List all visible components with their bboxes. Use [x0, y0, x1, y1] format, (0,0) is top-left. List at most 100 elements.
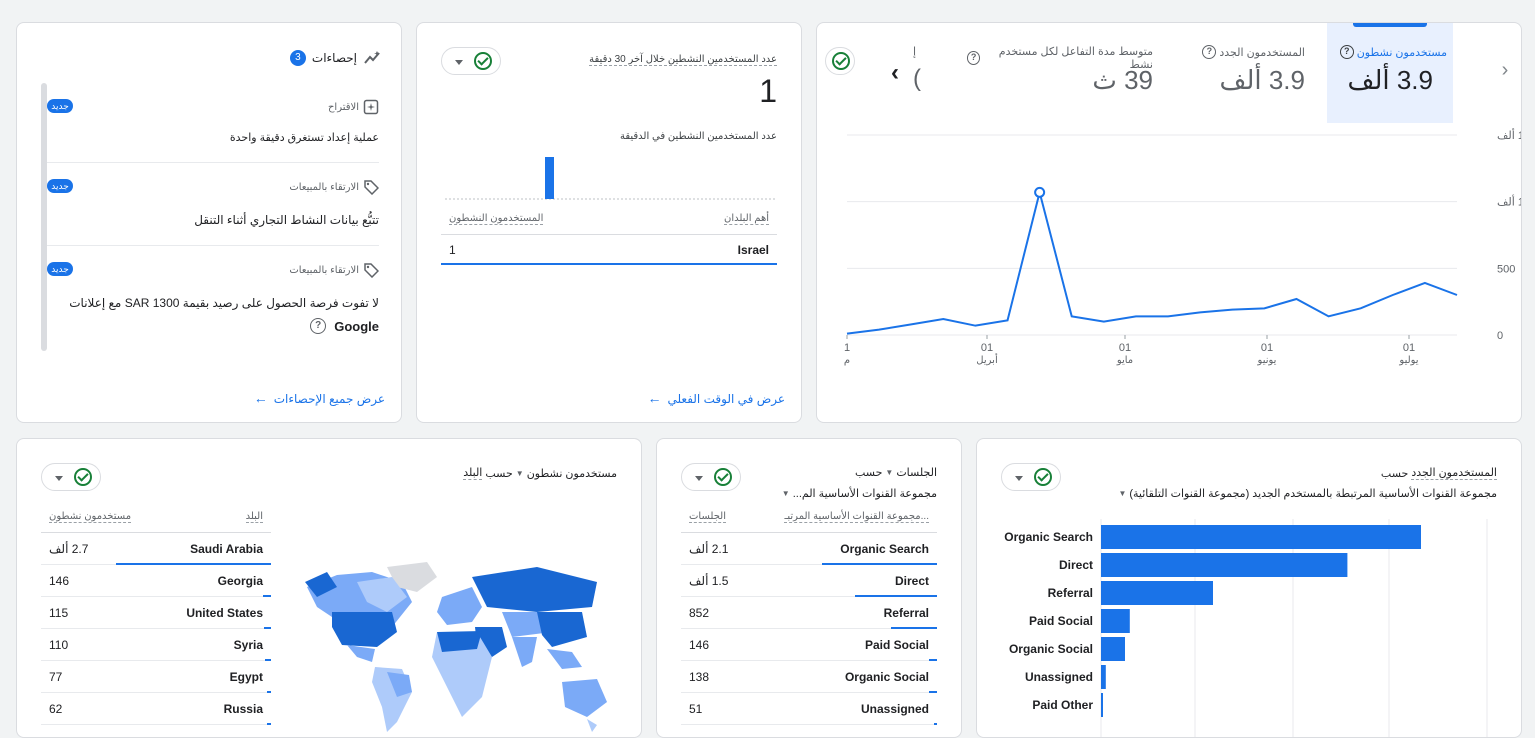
col-active-users[interactable]: المستخدمون النشطون: [449, 213, 544, 225]
tab-engagement-time[interactable]: ? متوسط مدة التفاعل لكل مستخدم نشط 39 ث: [967, 23, 1167, 123]
tab-active-users[interactable]: ? مستخدمون نشطون 3.9 ألف: [1327, 23, 1453, 123]
row-share-bar: [267, 723, 271, 725]
bar-label: Referral: [1048, 586, 1093, 600]
insight-text: لا تفوت فرصة الحصول على رصيد بقيمة 1300 …: [69, 296, 379, 310]
realtime-subtitle: عدد المستخدمين النشطين في الدقيقة: [619, 131, 777, 142]
tab-value: 39 ث: [1092, 65, 1153, 95]
bar-label: Direct: [1059, 558, 1093, 572]
new-badge: جديد: [47, 179, 73, 193]
insight-category: الارتقاء بالمبيعات: [289, 181, 359, 193]
bar[interactable]: [1101, 525, 1421, 549]
series-line: [846, 192, 1458, 335]
status-menu-button[interactable]: [441, 47, 501, 75]
help-icon[interactable]: ?: [310, 318, 327, 334]
insight-item[interactable]: جديد الاقتراح عملية إعداد تستغرق دقيقة و…: [47, 95, 379, 163]
per-minute-bar-chart: [445, 157, 775, 200]
row-share-bar: [267, 691, 271, 693]
row-value: 110: [49, 638, 69, 652]
insights-card: إحصاءات 3 جديد الاقتراح عملية إعداد تستغ…: [16, 22, 402, 423]
countries-card: مستخدمون نشطون ▼ حسب البلد البلد مستخدمون…: [16, 438, 642, 738]
table-row: Egypt 77: [41, 661, 271, 693]
row-label: Georgia: [217, 574, 263, 588]
col-top-countries[interactable]: أهم البلدان: [723, 213, 769, 225]
metric-selector[interactable]: الجلسات: [896, 467, 937, 479]
dimension-label[interactable]: البلد: [463, 467, 483, 480]
table-row: Israel 1: [441, 235, 777, 265]
map-china: [537, 612, 587, 647]
peak-point[interactable]: [1034, 186, 1046, 198]
table-row: Saudi Arabia 2.7 ألف: [41, 533, 271, 565]
metric-selector[interactable]: مستخدمون نشطون: [526, 467, 617, 480]
x-tick-month: مايو: [1116, 355, 1133, 366]
row-share-bar: [264, 627, 271, 629]
new-badge: جديد: [47, 99, 73, 113]
new-users-dimension[interactable]: مجموعة القنوات الأساسية المرتبطة بالمستخ…: [1118, 487, 1497, 500]
status-menu-button[interactable]: [825, 47, 855, 75]
chevron-down-icon: [695, 476, 703, 481]
map-southeast-asia: [547, 649, 582, 669]
insights-sparkle-icon: [364, 51, 380, 64]
help-icon[interactable]: ?: [1339, 45, 1354, 59]
map-canada-east: [357, 577, 407, 612]
row-share-bar: [116, 563, 271, 565]
row-label: Syria: [233, 638, 263, 652]
insight-item[interactable]: جديد الارتقاء بالمبيعات لا تفوت فرصة الح…: [47, 258, 379, 348]
new-users-title: المستخدمون الجدد حسب: [1381, 466, 1497, 480]
x-tick-month: م: [844, 355, 850, 366]
bar[interactable]: [1101, 553, 1348, 577]
map-antarctica-edge: [587, 719, 597, 732]
row-label: United States: [186, 606, 263, 620]
row-label: Paid Social: [864, 638, 929, 652]
col-active-users[interactable]: مستخدمون نشطون: [49, 511, 132, 523]
tag-icon: [364, 263, 379, 278]
table-row: Unassigned 51: [681, 693, 937, 725]
col-country[interactable]: البلد: [245, 511, 263, 523]
bar[interactable]: [1101, 665, 1106, 689]
bar[interactable]: [1101, 637, 1125, 661]
users-cell: 1: [449, 243, 456, 257]
map-europe: [437, 587, 482, 625]
status-menu-button[interactable]: [1001, 463, 1061, 491]
dimension-label: مجموعة القنوات الأساسية المرتبطة بالمستخ…: [1129, 488, 1497, 500]
prev-arrow-button[interactable]: ›: [1501, 59, 1509, 81]
view-realtime-link[interactable]: عرض في الوقت الفعلي ←: [647, 390, 785, 406]
realtime-value: 1: [759, 73, 777, 109]
col-channel[interactable]: مجموعة القنوات الأساسية المرتبـ...: [784, 511, 929, 523]
table-row: Organic Social 138: [681, 661, 937, 693]
bar[interactable]: [1101, 693, 1103, 717]
chevron-down-icon: ▼: [1118, 489, 1127, 498]
tab-partial[interactable]: إ (: [913, 23, 921, 123]
bar[interactable]: [1101, 581, 1213, 605]
row-label: Organic Social: [844, 670, 929, 684]
row-share-bar: [263, 595, 271, 597]
insight-item[interactable]: جديد الارتقاء بالمبيعات تتبُّع بيانات ال…: [47, 175, 379, 246]
check-circle-icon: [1034, 468, 1052, 486]
status-menu-button[interactable]: [681, 463, 741, 491]
row-share-bar: [929, 659, 937, 661]
view-all-insights-link[interactable]: عرض جميع الإحصاءات ←: [254, 390, 385, 406]
col-sessions[interactable]: الجلسات: [689, 511, 726, 523]
world-map: [305, 562, 607, 732]
bar-label: Unassigned: [1025, 670, 1093, 684]
map-africa: [432, 632, 492, 717]
countries-table: البلد مستخدمون نشطون Saudi Arabia 2.7 ألف…: [41, 511, 271, 725]
help-icon[interactable]: ?: [967, 51, 981, 65]
bar-label: Organic Social: [1009, 642, 1093, 656]
status-menu-button[interactable]: [41, 463, 101, 491]
row-value: 2.7 ألف: [49, 542, 89, 556]
table-row: Syria 110: [41, 629, 271, 661]
realtime-title[interactable]: عدد المستخدمين النشطين خلال آخر 30 دقيقة: [589, 54, 777, 66]
metric-label[interactable]: المستخدمون الجدد: [1411, 467, 1497, 480]
new-badge: جديد: [47, 262, 73, 276]
next-arrow-button[interactable]: ‹: [891, 59, 899, 86]
bar[interactable]: [1101, 609, 1130, 633]
insights-scroll-track[interactable]: [41, 83, 47, 351]
chevron-down-icon: ▼: [781, 489, 790, 498]
tag-icon: [364, 180, 379, 195]
sessions-dimension[interactable]: مجموعة القنوات الأساسية الم... ▼: [782, 487, 937, 500]
tab-new-users[interactable]: ? المستخدمون الجدد 3.9 ألف: [1197, 23, 1325, 123]
help-icon[interactable]: ?: [1202, 45, 1217, 59]
row-value: 146: [49, 574, 70, 588]
chevron-down-icon: [55, 476, 63, 481]
